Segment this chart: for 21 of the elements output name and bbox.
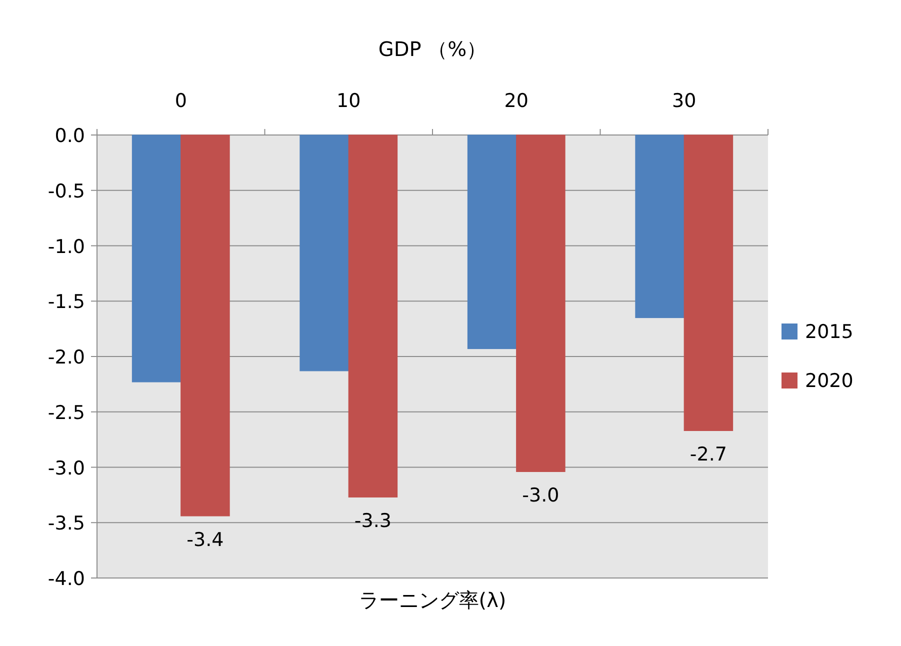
y-tick-label: -4.0 — [48, 568, 85, 590]
y-tick-label: -0.5 — [48, 180, 85, 202]
y-tick-label: -1.5 — [48, 291, 85, 314]
y-tick-label: -2.5 — [48, 402, 85, 424]
x-axis-title: ラーニング率(λ) — [358, 588, 506, 612]
x-tick-label: 0 — [174, 90, 187, 112]
legend-label: 2015 — [805, 321, 854, 343]
y-tick-label: -3.0 — [48, 457, 85, 480]
y-tick-label: -3.5 — [48, 512, 85, 535]
legend-label: 2020 — [805, 370, 854, 392]
data-label: -2.7 — [690, 444, 727, 466]
y-tick-label: -1.0 — [48, 236, 85, 258]
chart-title: GDP （%） — [378, 37, 487, 61]
data-label: -3.4 — [186, 528, 224, 551]
y-tick-label: 0.0 — [54, 125, 85, 147]
x-tick-label: 20 — [504, 90, 528, 112]
data-label: -3.0 — [522, 484, 560, 507]
data-label: -3.3 — [354, 510, 392, 532]
x-tick-label: 30 — [672, 90, 696, 112]
x-tick-label: 10 — [336, 90, 361, 112]
y-tick-label: -2.0 — [48, 346, 85, 368]
